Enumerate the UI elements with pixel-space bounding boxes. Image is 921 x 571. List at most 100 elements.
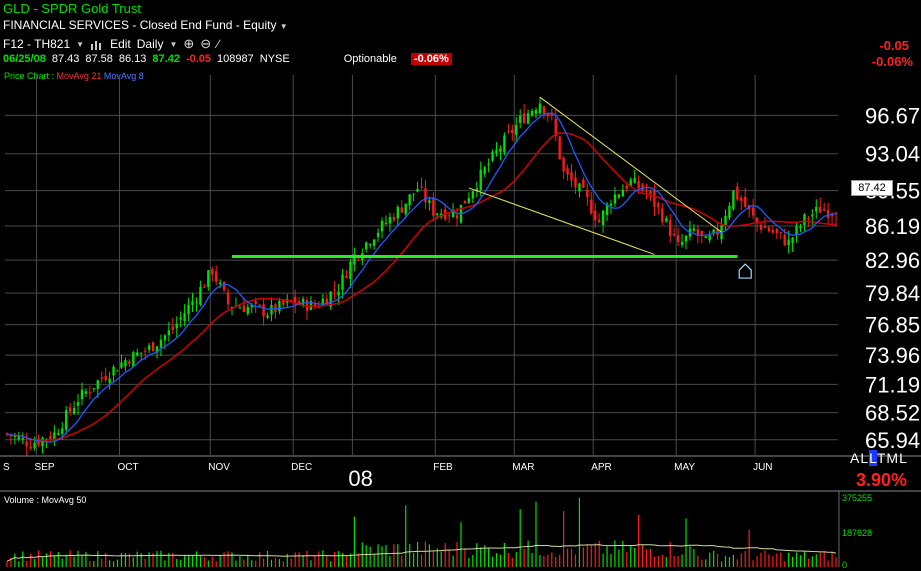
candle-body [365,242,368,250]
volume-bar [693,549,695,567]
candle-body [712,229,715,234]
edit-button[interactable]: Edit [110,37,131,51]
symbol-code[interactable]: F12 - TH821 [3,37,71,51]
period-selector[interactable]: ALLTML [850,450,908,466]
candle-body [191,301,194,306]
candle-body [590,199,593,214]
candle-body [479,169,482,191]
instrument-category[interactable]: FINANCIAL SERVICES - Closed End Fund - E… [3,18,288,32]
candle-body [526,113,530,124]
instrument-title: GLD - SPDR Gold Trust [3,1,141,16]
volume-bar [168,553,170,567]
candle-body [601,210,605,225]
chevron-down-icon[interactable]: ▼ [279,22,288,31]
candle-body [140,352,143,354]
candle-body [605,203,609,215]
volume-bar [136,551,138,567]
volume-bar [574,554,577,567]
candle-body [653,190,656,207]
candle-body [755,217,759,224]
volume-bar [645,549,648,567]
volume-bar [270,559,273,567]
volume-bar [488,547,490,567]
candle-body [290,300,293,302]
volume-bar [638,514,640,567]
candle-body [230,307,234,309]
candle-body [329,291,332,307]
volume-bar [460,522,462,567]
volume-bar [377,544,379,567]
candle-body [665,218,668,222]
volume-bar [73,556,75,567]
candle-body [830,213,834,217]
volume-bar [527,540,529,567]
candle-body [5,433,9,435]
volume-bar [472,555,474,567]
zoom-out-icon[interactable]: ⊖ [200,36,212,51]
trendline [468,187,655,255]
marker-icon [738,263,752,279]
candle-body [155,346,159,353]
candle-body [238,307,242,309]
volume-bar [606,546,608,567]
period-al[interactable]: AL [850,450,870,466]
volume-bar [491,556,494,567]
zoom-in-icon[interactable]: ⊕ [183,36,195,51]
candle-body [799,225,802,229]
quote-line: 06/25/08 87.43 87.58 86.13 87.42 -0.05 1… [3,53,452,65]
candle-body [649,190,652,194]
candle-body [226,292,230,305]
candle-body [708,235,711,241]
volume-bar [728,557,731,567]
volume-bar [649,548,652,567]
candle-body [716,228,719,236]
volume-bar [180,559,182,567]
candle-body [400,207,403,213]
period-select[interactable]: Daily [136,37,164,51]
trendline [539,96,722,233]
candle-body [676,235,680,243]
y-tick-label: 79.84 [865,281,920,306]
candle-body [25,441,28,447]
volume-bar [89,561,91,567]
chevron-down-icon[interactable]: ▼ [76,39,85,49]
candle-body [791,237,794,244]
candle-body [759,224,763,230]
candle-body [96,380,99,389]
candle-body [613,194,617,204]
volume-bar [41,557,44,567]
candle-body [779,232,782,234]
draw-tool-icon[interactable]: ∕ [217,37,220,51]
candle-body [195,301,198,303]
volume-bar [669,542,671,567]
candle-body [187,304,190,315]
volume-bar [172,553,174,567]
candle-body [337,291,340,296]
ma21-label: MovAvg 21 [56,71,102,81]
period-l[interactable]: L [869,450,877,466]
candle-body [511,129,514,134]
candle-body [143,350,147,352]
volume-bar [559,554,561,567]
candle-body [787,239,790,246]
volume-bar [570,548,573,567]
candle-body [700,230,703,236]
candle-body [61,428,64,434]
candle-body [515,124,518,135]
volume-bar [440,551,442,567]
candle-body [463,200,467,204]
volume-bar [772,556,774,567]
volume-bar [207,560,209,567]
period-tml[interactable]: TML [876,450,908,466]
candle-body [728,205,731,218]
optionable-label: Optionable [343,53,397,65]
candle-body [609,203,613,206]
volume-bar [598,540,600,567]
y-tick-label: 82.96 [865,248,920,273]
volume-bar [720,561,723,567]
candle-body [207,270,210,287]
indicator-legend: Price Chart : MovAvg 21 MovAvg 8 [4,71,144,81]
candle-body [183,313,186,322]
chevron-down-icon[interactable]: ▼ [169,39,178,49]
